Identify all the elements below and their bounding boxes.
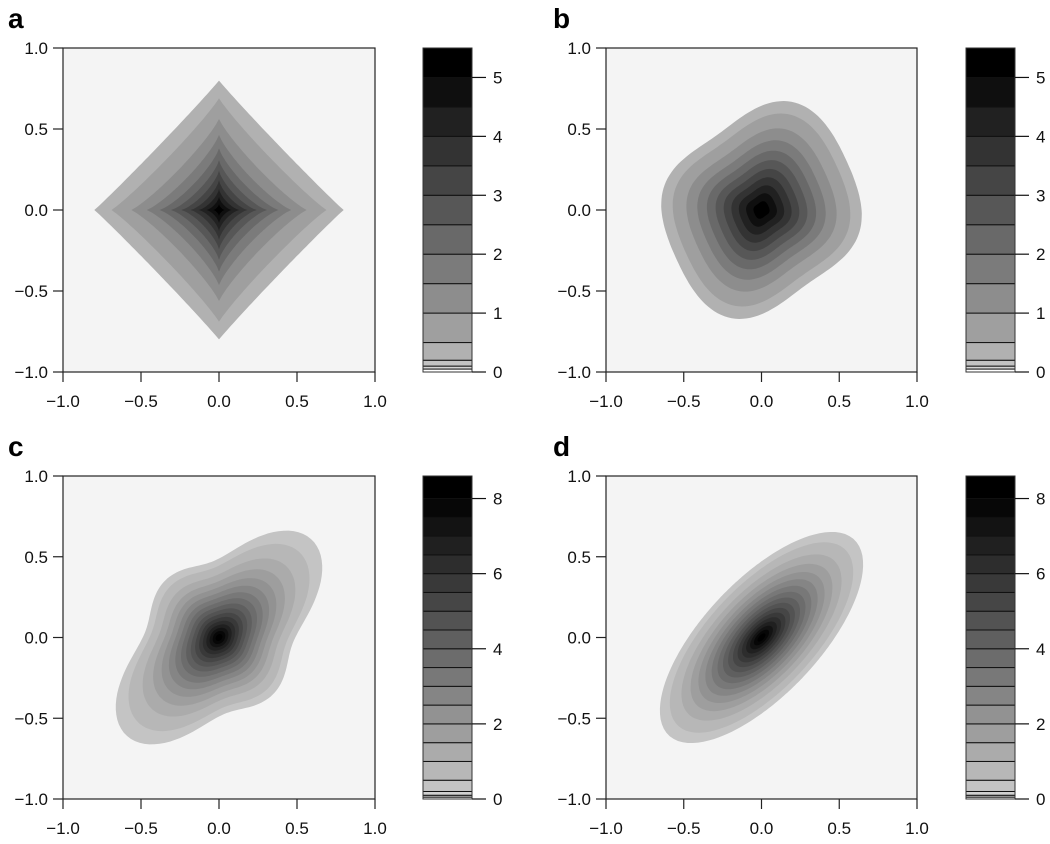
y-tick-label: 0.0	[567, 201, 591, 220]
colorbar-tick-label: 5	[493, 68, 502, 87]
x-tick-label: 1.0	[363, 392, 387, 411]
y-tick-label: 1.0	[567, 467, 591, 486]
colorbar-tick-label: 0	[493, 790, 502, 809]
x-tick-label: 0.5	[827, 392, 851, 411]
y-tick-label: 0.0	[24, 201, 48, 220]
colorbar-tick-label: 3	[1036, 186, 1045, 205]
colorbar-tick-label: 4	[493, 127, 502, 146]
colorbar-tick-label: 0	[1036, 363, 1045, 382]
y-tick-label: 0.0	[567, 629, 591, 648]
y-tick-label: 0.5	[567, 120, 591, 139]
colorbar-d: 0 2 4 6 8	[965, 475, 1045, 809]
y-tick-label: 0.5	[567, 548, 591, 567]
x-tick-label: −1.0	[589, 392, 623, 411]
x-tick-label: 1.0	[363, 819, 387, 838]
x-tick-label: 1.0	[905, 392, 929, 411]
y-tick-label: −1.0	[557, 790, 591, 809]
y-tick-label: −0.5	[557, 709, 591, 728]
x-tick-label: 1.0	[905, 819, 929, 838]
panel-d: d −1.0 −0.5 0.0 0.5 1.0 −1.0 −0.5 0.0 0.5 1.0 0 2 4 6 8	[553, 431, 1045, 838]
y-tick-label: 1.0	[567, 39, 591, 58]
colorbar-tick-label: 0	[1036, 790, 1045, 809]
x-tick-label: 0.5	[285, 392, 309, 411]
y-tick-label: −1.0	[557, 363, 591, 382]
y-tick-label: 1.0	[24, 467, 48, 486]
contour-fills	[94, 80, 344, 340]
panel-letter-d: d	[553, 431, 570, 462]
x-tick-label: −1.0	[46, 819, 80, 838]
colorbar-tick-label: 2	[493, 245, 502, 264]
panel-b: b −1.0 −0.5 0.0 0.5 1.0 −1.0 −0.5 0.0 0.5 1.0 0 1 2 3 4…	[553, 3, 1045, 411]
x-tick-label: −1.0	[589, 819, 623, 838]
x-tick-label: 0.5	[285, 819, 309, 838]
colorbar-b: 0 1 2 3 4 5	[965, 47, 1045, 382]
colorbar-tick-label: 1	[1036, 304, 1045, 323]
x-tick-label: −0.5	[667, 392, 701, 411]
y-tick-label: 0.0	[24, 629, 48, 648]
colorbar-tick-label: 8	[493, 490, 502, 509]
y-tick-label: −0.5	[14, 282, 48, 301]
colorbar-tick-label: 0	[493, 363, 502, 382]
contour-fills	[659, 532, 864, 743]
x-tick-label: −1.0	[46, 392, 80, 411]
y-tick-label: 0.5	[24, 548, 48, 567]
panel-letter-b: b	[553, 3, 570, 34]
colorbar-tick-label: 3	[493, 186, 502, 205]
y-tick-label: −1.0	[14, 363, 48, 382]
x-tick-label: −0.5	[667, 819, 701, 838]
contour-fills	[661, 101, 862, 319]
colorbar-tick-label: 6	[1036, 565, 1045, 584]
panel-letter-c: c	[8, 431, 24, 462]
y-tick-label: −0.5	[14, 709, 48, 728]
colorbar-tick-label: 4	[1036, 640, 1045, 659]
y-tick-label: −0.5	[557, 282, 591, 301]
colorbar-tick-label: 5	[1036, 68, 1045, 87]
x-tick-label: −0.5	[124, 392, 158, 411]
colorbar-tick-label: 2	[493, 715, 502, 734]
x-tick-label: −0.5	[124, 819, 158, 838]
contour-fills	[115, 530, 323, 745]
x-tick-label: 0.0	[207, 819, 231, 838]
colorbar-tick-label: 4	[1036, 127, 1045, 146]
panel-a: a −1.0 −0.5 0.0 0.5 1.0 −1.0 −0.5 0.0 0.5 1.0 0 1 2 3 4…	[8, 3, 502, 411]
colorbar-a: 0 1 2 3 4 5	[422, 47, 502, 382]
colorbar-tick-label: 1	[493, 304, 502, 323]
colorbar-c: 0 2 4 6 8	[422, 475, 502, 809]
y-tick-label: 0.5	[24, 120, 48, 139]
panel-c: c −1.0 −0.5 0.0 0.5 1.0 −1.0 −0.5 0.0 0.5 1.0 0 2 4 6 8	[8, 431, 502, 838]
y-tick-label: 1.0	[24, 39, 48, 58]
x-tick-label: 0.0	[207, 392, 231, 411]
y-tick-label: −1.0	[14, 790, 48, 809]
x-tick-label: 0.5	[827, 819, 851, 838]
colorbar-tick-label: 6	[493, 565, 502, 584]
colorbar-tick-label: 2	[1036, 245, 1045, 264]
colorbar-tick-label: 2	[1036, 715, 1045, 734]
x-tick-label: 0.0	[750, 392, 774, 411]
x-tick-label: 0.0	[750, 819, 774, 838]
colorbar-tick-label: 8	[1036, 490, 1045, 509]
colorbar-tick-label: 4	[493, 640, 502, 659]
panel-letter-a: a	[8, 3, 24, 34]
